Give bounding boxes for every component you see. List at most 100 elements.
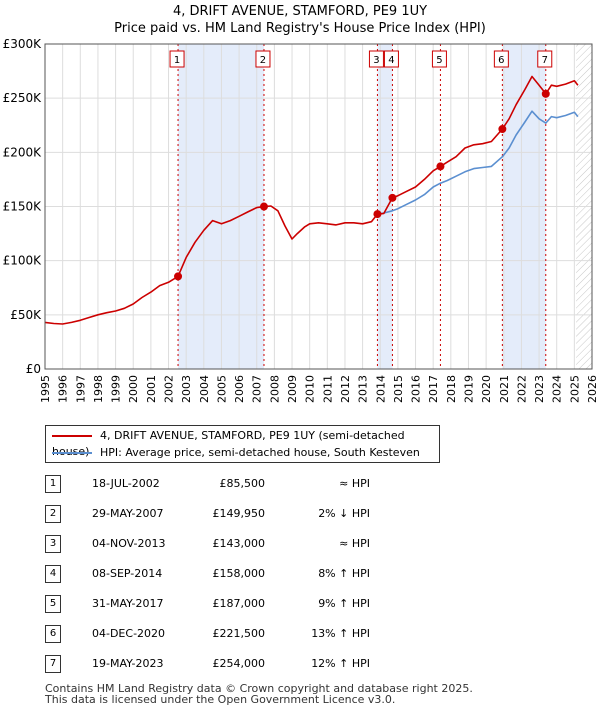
y-tick-label: £300K — [3, 37, 43, 51]
table-row: 6 04-DEC-2020 £221,500 13% ↑ HPI — [0, 620, 600, 650]
sale-number-box: 5 — [45, 595, 61, 613]
sale-hpi-relation: 2% ↓ HPI — [318, 507, 370, 520]
footer-licence: This data is licensed under the Open Gov… — [45, 693, 396, 706]
sale-date: 19-MAY-2023 — [92, 657, 164, 670]
sale-hpi-relation: ≈ HPI — [339, 477, 370, 490]
x-tick-label: 2024 — [551, 375, 564, 403]
x-tick-label: 2001 — [145, 375, 158, 403]
sale-number-box: 6 — [45, 625, 61, 643]
table-row: 1 18-JUL-2002 £85,500 ≈ HPI — [0, 470, 600, 500]
plot-frame — [44, 43, 593, 370]
x-tick-label: 2022 — [515, 375, 528, 403]
table-row: 5 31-MAY-2017 £187,000 9% ↑ HPI — [0, 590, 600, 620]
sale-label-text: 6 — [498, 55, 504, 66]
legend-item-hpi: HPI: Average price, semi-detached house,… — [52, 445, 420, 461]
x-tick-label: 2025 — [568, 375, 581, 403]
y-tick-label: £150K — [3, 200, 43, 214]
sale-hpi-relation: 12% ↑ HPI — [311, 657, 370, 670]
sale-label-text: 7 — [542, 55, 548, 66]
legend-line-property-icon — [52, 435, 92, 437]
sale-point-marker — [388, 193, 397, 202]
sale-price: £187,000 — [212, 597, 266, 610]
x-tick-label: 1999 — [110, 375, 123, 403]
x-tick-label: 2003 — [180, 375, 193, 403]
sale-price: £158,000 — [212, 567, 266, 580]
x-tick-label: 2018 — [445, 375, 458, 403]
sale-label-box — [431, 50, 447, 68]
table-row: 3 04-NOV-2013 £143,000 ≈ HPI — [0, 530, 600, 560]
sale-label-box — [383, 50, 399, 68]
sale-price: £221,500 — [212, 627, 266, 640]
x-tick-label: 2010 — [304, 375, 317, 403]
price-chart: 1995 1996 1997 1998 1999 2000 2001 2002 2003 2004… — [3, 37, 599, 403]
footer: Contains HM Land Registry data © Crown c… — [45, 683, 473, 705]
sale-price: £254,000 — [212, 657, 266, 670]
sale-hpi-relation: 13% ↑ HPI — [311, 627, 370, 640]
legend-label-hpi: HPI: Average price, semi-detached house,… — [100, 446, 420, 459]
x-tick-label: 2006 — [233, 375, 246, 403]
y-tick-label: £100K — [3, 254, 43, 268]
legend-label-property: 4, DRIFT AVENUE, STAMFORD, PE9 1UY (semi… — [52, 429, 405, 458]
x-tick-label: 2002 — [163, 375, 176, 403]
x-tick-label: 2015 — [392, 375, 405, 403]
x-tick-label: 2021 — [498, 375, 511, 403]
x-tick-label: 2011 — [321, 375, 334, 403]
sale-date: 29-MAY-2007 — [92, 507, 164, 520]
x-tick-label: 2004 — [198, 375, 211, 403]
sale-label-box — [537, 50, 553, 68]
footer-copyright: Contains HM Land Registry data © Crown c… — [45, 682, 473, 695]
sale-date: 04-NOV-2013 — [92, 537, 166, 550]
sale-label-box — [493, 50, 509, 68]
x-tick-label: 2008 — [268, 375, 281, 403]
sale-number-box: 2 — [45, 505, 61, 523]
sale-point-marker — [498, 125, 507, 134]
x-tick-label: 2005 — [215, 375, 228, 403]
sale-point-marker — [174, 272, 183, 281]
x-tick-label: 2026 — [586, 375, 599, 403]
table-row: 2 29-MAY-2007 £149,950 2% ↓ HPI — [0, 500, 600, 530]
sale-hpi-relation: ≈ HPI — [339, 537, 370, 550]
sale-label-text: 1 — [174, 55, 180, 66]
x-tick-label: 2007 — [251, 375, 264, 403]
legend: 4, DRIFT AVENUE, STAMFORD, PE9 1UY (semi… — [45, 425, 440, 463]
sale-price: £85,500 — [219, 477, 266, 490]
x-tick-label: 1996 — [57, 375, 70, 403]
chart-subtitle: Price paid vs. HM Land Registry's House … — [114, 21, 486, 36]
table-row: 4 08-SEP-2014 £158,000 8% ↑ HPI — [0, 560, 600, 590]
sale-price: £143,000 — [212, 537, 266, 550]
x-tick-label: 1995 — [39, 375, 52, 403]
sale-label-box — [255, 50, 271, 68]
sale-label-text: 4 — [388, 55, 394, 66]
legend-line-hpi-icon — [52, 452, 92, 454]
chart-title: 4, DRIFT AVENUE, STAMFORD, PE9 1UY — [172, 4, 428, 19]
sale-number-box: 3 — [45, 535, 61, 553]
sale-number-box: 7 — [45, 655, 61, 673]
x-tick-label: 2013 — [357, 375, 370, 403]
sale-point-marker — [541, 89, 550, 98]
sale-label-box — [169, 50, 185, 68]
x-tick-label: 2023 — [533, 375, 546, 403]
x-tick-label: 1997 — [74, 375, 87, 403]
y-tick-label: £200K — [3, 145, 43, 159]
x-tick-label: 2020 — [480, 375, 493, 403]
sale-date: 31-MAY-2017 — [92, 597, 164, 610]
sale-label-text: 5 — [436, 55, 442, 66]
sale-label-box — [368, 50, 384, 68]
sale-point-marker — [373, 210, 382, 219]
table-row: 7 19-MAY-2023 £254,000 12% ↑ HPI — [0, 650, 600, 680]
sale-number-box: 4 — [45, 565, 61, 583]
sale-point-marker — [259, 202, 268, 211]
sale-label-text: 3 — [373, 55, 379, 66]
x-tick-label: 1998 — [92, 375, 105, 403]
y-tick-label: £250K — [3, 91, 43, 105]
series-line-hpi — [377, 110, 579, 215]
legend-item-property: 4, DRIFT AVENUE, STAMFORD, PE9 1UY (semi… — [52, 428, 439, 458]
x-tick-label: 2012 — [339, 375, 352, 403]
sale-hpi-relation: 8% ↑ HPI — [318, 567, 370, 580]
sale-hpi-relation: 9% ↑ HPI — [318, 597, 370, 610]
x-tick-label: 2009 — [286, 375, 299, 403]
sale-point-marker — [436, 162, 445, 171]
x-tick-label: 2014 — [374, 375, 387, 403]
sale-number-box: 1 — [45, 475, 61, 493]
sale-date: 08-SEP-2014 — [92, 567, 163, 580]
